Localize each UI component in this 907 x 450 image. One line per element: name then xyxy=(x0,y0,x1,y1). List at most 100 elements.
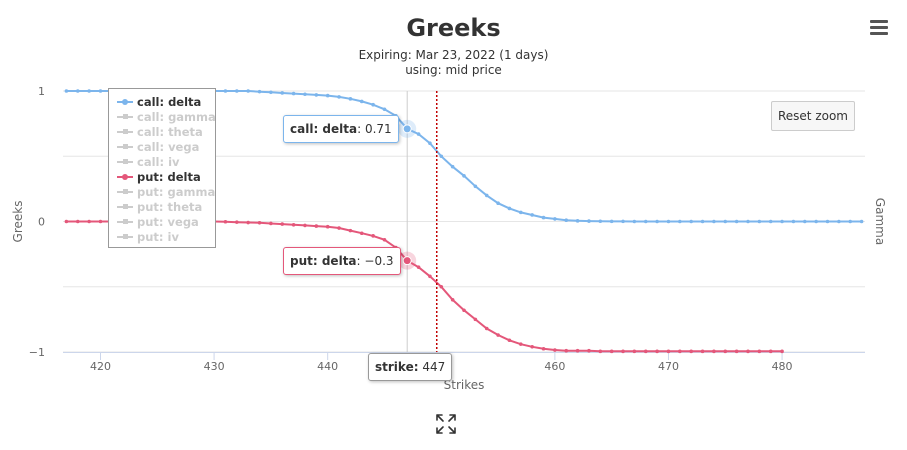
data-point-call-delta xyxy=(303,92,307,97)
y-tick-label: 0 xyxy=(38,216,45,229)
legend-label: call: delta xyxy=(137,95,202,109)
y-tick-label: 1 xyxy=(38,85,45,98)
data-point-put-delta xyxy=(700,349,705,354)
legend-label: call: vega xyxy=(137,140,200,154)
data-point-call-delta xyxy=(87,89,91,93)
legend-item-call-gamma[interactable]: call: gamma xyxy=(117,110,216,124)
legend-item-call-iv[interactable]: call: iv xyxy=(117,155,180,169)
tooltip-put-series: put: delta xyxy=(290,254,357,268)
data-point-put-delta xyxy=(643,349,648,354)
tooltip-call-value: : 0.71 xyxy=(357,122,392,136)
data-point-put-delta xyxy=(768,349,773,354)
data-point-put-delta xyxy=(75,219,80,224)
legend-symbol-icon xyxy=(117,159,133,164)
data-point-call-delta xyxy=(859,219,864,224)
data-point-call-delta xyxy=(575,219,580,223)
y-axis-title: Greeks xyxy=(11,201,25,243)
x-axis: 420430440450460470480Strikes xyxy=(63,352,865,392)
legend-symbol-icon xyxy=(117,98,133,105)
data-point-call-delta xyxy=(269,90,273,95)
data-point-put-delta xyxy=(632,349,637,354)
data-point-call-delta xyxy=(723,219,728,224)
legend: call: delta call: gamma call: theta call: v… xyxy=(108,88,216,248)
data-point-call-delta xyxy=(655,219,659,224)
data-point-call-delta xyxy=(473,184,478,189)
x-tick-label: 430 xyxy=(204,360,225,373)
hamburger-menu-icon[interactable] xyxy=(870,20,888,36)
data-point-call-delta xyxy=(359,99,364,104)
data-point-call-delta xyxy=(75,89,80,93)
data-point-put-delta xyxy=(416,265,421,269)
tooltip-strike: strike: 447 xyxy=(368,353,453,381)
chart-subtitle-expiry: Expiring: Mar 23, 2022 (1 days) xyxy=(358,48,549,62)
data-point-call-delta xyxy=(848,219,853,224)
data-point-put-delta xyxy=(280,222,285,226)
data-point-call-delta xyxy=(746,219,750,224)
data-point-call-delta xyxy=(780,219,784,224)
data-point-put-delta xyxy=(780,349,784,354)
data-point-put-delta xyxy=(541,346,546,351)
data-point-call-delta xyxy=(553,217,557,221)
legend-label: put: iv xyxy=(137,230,179,244)
legend-symbol-icon xyxy=(117,219,133,224)
data-point-put-delta xyxy=(303,223,307,228)
data-point-call-delta xyxy=(314,93,319,97)
expand-arrows-icon[interactable] xyxy=(434,412,458,436)
legend-item-put-iv[interactable]: put: iv xyxy=(117,230,179,244)
legend-item-put-delta[interactable]: put: delta xyxy=(117,170,201,184)
legend-item-put-vega[interactable]: put: vega xyxy=(117,215,199,229)
y2-axis-title: Gamma xyxy=(873,198,887,245)
x-tick-label: 420 xyxy=(90,360,111,373)
x-tick-label: 480 xyxy=(772,360,793,373)
reset-zoom-button[interactable]: Reset zoom xyxy=(771,101,855,131)
legend-item-put-theta[interactable]: put: theta xyxy=(117,200,202,214)
data-point-call-delta xyxy=(609,219,614,224)
x-axis-title: Strikes xyxy=(444,378,485,392)
data-point-put-delta xyxy=(757,349,762,354)
data-point-call-delta xyxy=(757,219,762,224)
data-point-call-delta xyxy=(666,219,671,224)
legend-item-call-vega[interactable]: call: vega xyxy=(117,140,199,154)
legend-symbol-icon xyxy=(117,173,133,180)
x-tick-label: 470 xyxy=(658,360,679,373)
legend-label: put: delta xyxy=(137,170,201,184)
chart-title: Greeks xyxy=(406,14,501,42)
data-point-put-delta xyxy=(530,344,534,349)
data-point-call-delta xyxy=(621,219,625,224)
y-tick-label: −1 xyxy=(29,346,45,359)
data-point-put-delta xyxy=(462,308,466,313)
data-point-put-delta xyxy=(325,224,330,229)
data-point-put-delta xyxy=(655,349,659,354)
legend-symbol-icon xyxy=(117,204,133,209)
data-point-call-delta xyxy=(643,219,648,224)
data-point-call-delta xyxy=(348,97,353,101)
data-point-put-delta xyxy=(746,349,750,354)
data-point-put-delta xyxy=(223,219,228,224)
legend-symbol-icon xyxy=(117,129,133,134)
data-point-call-delta xyxy=(564,218,569,222)
data-point-put-delta xyxy=(257,221,262,225)
data-point-call-delta xyxy=(689,219,693,224)
data-point-put-delta xyxy=(678,349,682,354)
data-point-call-delta xyxy=(530,213,534,217)
data-point-put-delta xyxy=(291,222,296,227)
data-point-put-delta xyxy=(371,234,375,238)
data-point-put-delta xyxy=(712,349,716,354)
legend-symbol-icon xyxy=(117,114,133,119)
data-point-call-delta xyxy=(337,95,341,99)
data-point-call-delta xyxy=(223,89,228,93)
data-point-put-delta xyxy=(439,284,444,289)
data-point-call-delta xyxy=(416,132,421,136)
legend-label: call: iv xyxy=(137,155,180,169)
data-point-call-delta xyxy=(587,219,591,223)
legend-item-put-gamma[interactable]: put: gamma xyxy=(117,185,215,199)
data-point-put-delta xyxy=(450,298,455,302)
tooltip-strike-value: 447 xyxy=(418,360,446,374)
data-point-call-delta xyxy=(632,219,637,224)
x-tick-label: 440 xyxy=(317,360,338,373)
overlay-group xyxy=(398,91,438,352)
legend-item-call-theta[interactable]: call: theta xyxy=(117,125,203,139)
legend-item-call-delta[interactable]: call: delta xyxy=(117,95,201,109)
data-point-put-delta xyxy=(64,219,69,224)
data-point-call-delta xyxy=(371,102,375,107)
